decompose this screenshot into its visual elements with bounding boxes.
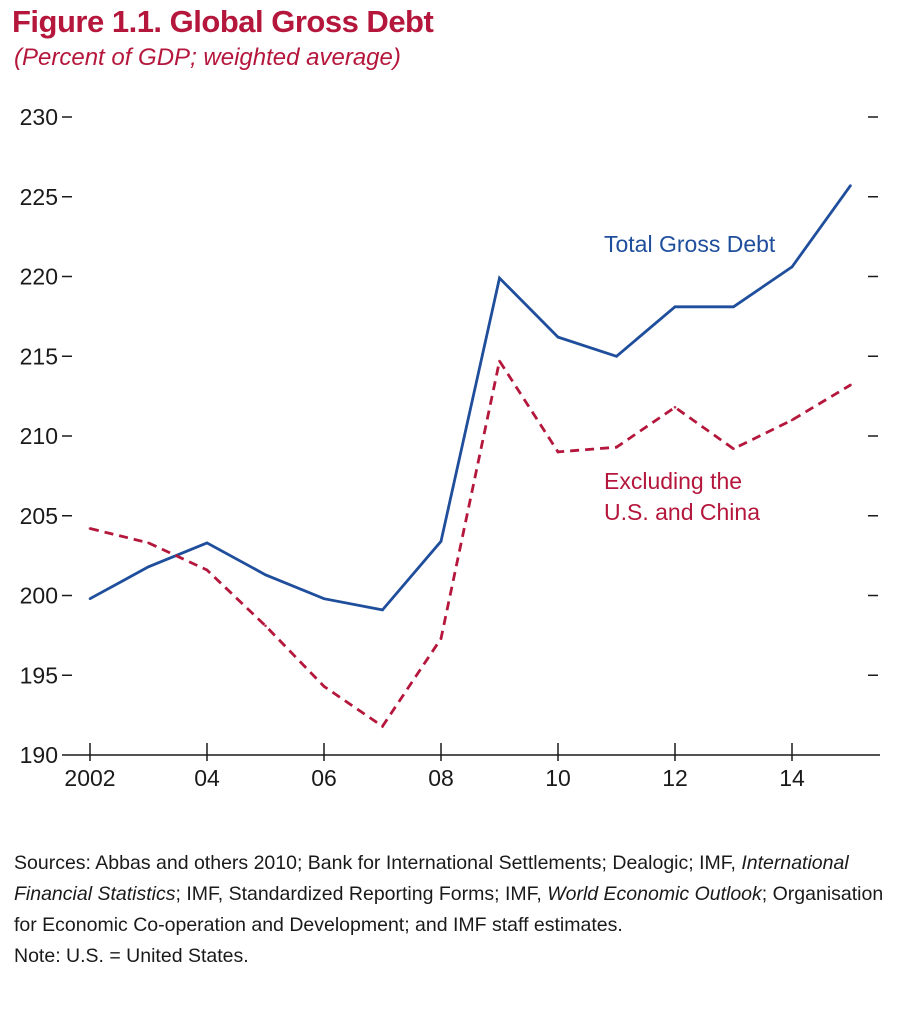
total-gross-debt-point [732, 305, 735, 309]
excluding-us-china-point [439, 637, 443, 640]
total-gross-debt-point [439, 539, 443, 543]
excluding-us-china-line [89, 357, 852, 729]
y-tick-label: 220 [20, 264, 58, 290]
y-tick-label: 225 [20, 184, 58, 210]
total-gross-debt-point [615, 354, 618, 358]
excluding-us-china-point [849, 383, 852, 387]
excluding-us-china-label: U.S. and China [604, 499, 760, 525]
y-tick-label: 215 [20, 343, 58, 369]
excluding-us-china-point [322, 685, 326, 688]
excluding-us-china-point [498, 359, 501, 363]
excluding-us-china-point [556, 450, 560, 454]
total-gross-debt-label: Total Gross Debt [604, 231, 776, 257]
excluding-us-china-label: Excluding the [604, 468, 742, 494]
sources-text: Sources: Abbas and others 2010; Bank for… [14, 848, 884, 941]
x-tick-label: 08 [428, 765, 454, 791]
total-gross-debt-point [790, 265, 794, 269]
y-tick-label: 210 [20, 423, 58, 449]
y-tick-label: 200 [20, 583, 58, 609]
total-gross-debt-point [264, 573, 267, 577]
y-tick-label: 195 [20, 662, 58, 688]
total-gross-debt-point [849, 184, 852, 187]
x-tick-label: 2002 [64, 765, 115, 791]
line-chart: 190 195 200 205 210 215 220 225 230 2002 04 06 08 10 1… [20, 104, 880, 791]
total-gross-debt-point [673, 305, 677, 309]
excluding-us-china-point [147, 541, 150, 545]
x-tick-label: 14 [779, 765, 805, 791]
excluding-us-china-point [264, 624, 267, 628]
excluding-us-china-point [615, 445, 618, 449]
total-gross-debt-point [498, 276, 501, 280]
figure-notes: Sources: Abbas and others 2010; Bank for… [14, 848, 884, 972]
total-gross-debt-point [556, 335, 560, 339]
excluding-us-china-point [790, 418, 794, 422]
total-gross-debt-point [205, 541, 209, 545]
total-gross-debt-point [381, 608, 384, 612]
x-tick-label: 10 [545, 765, 571, 791]
sources-text-run: International Financial Statistics [14, 852, 849, 905]
excluding-us-china-point [381, 724, 384, 728]
total-gross-debt-line [89, 184, 852, 612]
excluding-us-china-point [205, 568, 209, 572]
sources-text-run: Sources: Abbas and others 2010; Bank for… [14, 852, 742, 874]
series-lines [88, 184, 852, 729]
chart-title: Figure 1.1. Global Gross Debt [12, 4, 434, 39]
total-gross-debt-point [88, 597, 92, 600]
note-text: Note: U.S. = United States. [14, 945, 249, 967]
chart-subtitle: (Percent of GDP; weighted average) [14, 44, 401, 71]
total-gross-debt-point [322, 597, 326, 600]
series-labels: Total Gross Debt Excluding the U.S. and Ch… [604, 231, 776, 525]
excluding-us-china-point [88, 527, 92, 530]
sources-text-run: ; Organisation for Economic Co-operation… [14, 883, 884, 936]
sources-text-run: World Economic Outlook [547, 883, 762, 905]
sources-text-run: ; IMF, Standardized Reporting Forms; IMF… [175, 883, 548, 905]
y-tick-label: 190 [20, 742, 58, 768]
excluding-us-china-point [732, 447, 735, 451]
x-tick-label: 06 [311, 765, 337, 791]
axes: 190 195 200 205 210 215 220 225 230 2002 04 06 08 10 1… [20, 104, 880, 791]
excluding-us-china-point [673, 405, 677, 409]
x-tick-label: 12 [662, 765, 688, 791]
total-gross-debt-point [147, 565, 150, 569]
y-tick-label: 230 [20, 104, 58, 130]
y-tick-label: 205 [20, 503, 58, 529]
x-tick-label: 04 [194, 765, 220, 791]
